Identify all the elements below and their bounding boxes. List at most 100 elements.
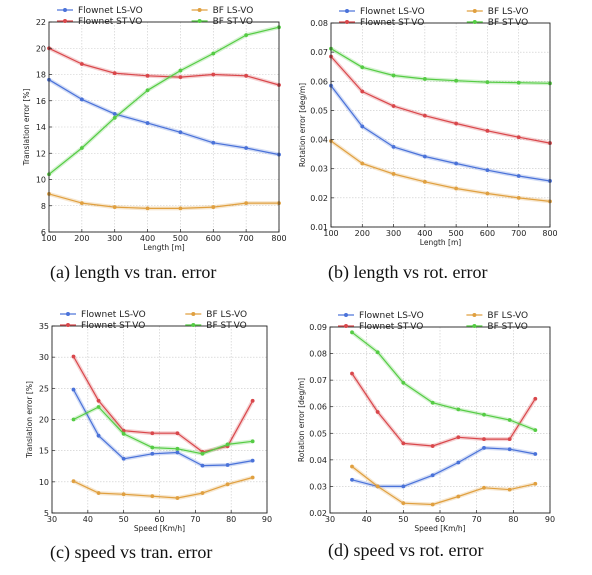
legend-marker [63, 19, 67, 23]
y-tick-label: 0.04 [310, 136, 328, 145]
chart-panel-a: 100 200 300 400 500 600 700 800 6 8 10 12 14 16 18 20 22… [0, 0, 296, 292]
data-point [482, 412, 486, 417]
data-point [507, 487, 512, 492]
data-point [200, 463, 205, 468]
legend-marker [66, 323, 70, 327]
series-line-0 [351, 447, 536, 487]
data-point [225, 442, 230, 447]
x-tick-label: 50 [398, 515, 408, 524]
data-point [516, 135, 521, 140]
x-tick-label: 40 [83, 515, 93, 524]
data-point [244, 201, 249, 206]
y-tick-label: 25 [39, 384, 49, 393]
y-tick-label: 18 [36, 71, 46, 80]
series-line-1 [73, 476, 253, 499]
y-tick-label: 0.07 [309, 376, 327, 385]
y-axis-label: Translation error [%] [25, 381, 34, 459]
data-point [482, 437, 486, 442]
legend-marker [472, 20, 477, 24]
data-point [175, 496, 180, 500]
x-tick-label: 600 [480, 229, 495, 238]
data-point [507, 437, 512, 442]
x-tick-label: 100 [323, 229, 338, 238]
y-tick-label: 0.05 [309, 429, 327, 438]
y-tick-label: 8 [41, 202, 46, 211]
data-point [121, 428, 126, 433]
data-point [516, 174, 521, 178]
legend-label: BF LS-VO [206, 310, 247, 320]
data-point [71, 354, 76, 359]
y-tick-label: 0.03 [309, 482, 327, 491]
series-line-1 [330, 140, 551, 202]
x-tick-label: 800 [271, 234, 286, 243]
data-point [145, 88, 150, 93]
data-point [360, 89, 365, 94]
data-point [454, 78, 459, 83]
data-point [121, 431, 126, 436]
data-point [250, 475, 255, 480]
data-point [250, 398, 255, 403]
data-point [150, 431, 155, 436]
caption-d: (d) speed vs rot. error [328, 540, 484, 560]
data-point [375, 484, 380, 489]
x-tick-label: 600 [206, 234, 221, 243]
data-point [79, 62, 84, 66]
y-tick-label: 0.06 [309, 403, 327, 412]
data-point [71, 387, 76, 392]
y-tick-label: 30 [39, 353, 49, 362]
data-point [112, 111, 117, 116]
legend-label: Flownet LS-VO [81, 310, 146, 320]
legend-label: BF LS-VO [488, 7, 529, 17]
series-line-2 [351, 373, 536, 447]
legend-marker [66, 312, 70, 316]
legend-marker [472, 313, 477, 317]
data-point [150, 494, 155, 499]
y-axis-label: Rotation error [deg/m] [297, 378, 306, 462]
x-tick-label: 700 [239, 234, 254, 243]
data-point [244, 73, 249, 78]
legend-marker [191, 323, 196, 327]
legend-label: Flownet LS-VO [360, 7, 425, 17]
data-point [250, 439, 255, 444]
data-point [350, 371, 354, 376]
data-point [516, 80, 521, 85]
chart-d: 30 40 50 60 70 80 90 0.02 0.03 0.04 0.05 0.06 0.07 0.… [297, 311, 555, 533]
legend-label: BF ST-VO [213, 17, 253, 27]
data-point [485, 128, 490, 133]
data-point [430, 502, 435, 507]
data-point [200, 451, 205, 456]
legend-label: Flownet ST-VO [81, 321, 145, 331]
caption-c: (c) speed vs tran. error [50, 542, 213, 562]
data-point [401, 501, 406, 506]
series-line-3 [330, 48, 551, 84]
data-point [96, 433, 101, 438]
series-line-1 [351, 466, 536, 506]
legend-label: BF LS-VO [487, 311, 528, 321]
x-tick-label: 80 [508, 515, 518, 524]
data-point [250, 458, 255, 463]
x-tick-label: 40 [362, 515, 372, 524]
y-tick-label: 0.08 [310, 19, 328, 28]
data-point [375, 410, 380, 414]
y-tick-label: 12 [36, 149, 46, 158]
plot-frame [330, 22, 551, 228]
chart-panel-d: 30 40 50 60 70 80 90 0.02 0.03 0.04 0.05 0.06 0.07 0.… [296, 292, 592, 575]
data-point [360, 124, 365, 129]
series-line-0 [48, 79, 280, 156]
data-point [507, 447, 512, 452]
data-point [178, 75, 183, 80]
data-point [211, 205, 216, 209]
data-point [391, 73, 396, 78]
x-tick-label: 60 [154, 515, 164, 524]
x-tick-label: 300 [107, 234, 122, 243]
y-tick-label: 20 [39, 416, 49, 425]
y-tick-label: 0.02 [310, 194, 328, 203]
data-point [533, 452, 538, 456]
data-point [244, 33, 249, 38]
data-point [175, 431, 180, 436]
x-tick-label: 90 [545, 515, 555, 524]
x-tick-label: 80 [226, 515, 236, 524]
legend-label: Flownet LS-VO [359, 311, 424, 321]
data-point [79, 146, 84, 150]
chart-panel-b: 100 200 300 400 500 600 700 800 0.01 0.02 0.03 0.04… [296, 0, 592, 292]
